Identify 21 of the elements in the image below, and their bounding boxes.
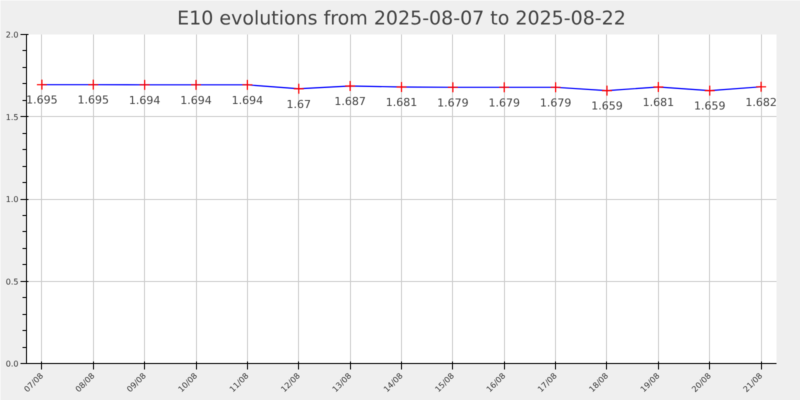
y-tick-label: 0.5 [6,277,19,286]
y-tick-label: 0.0 [6,360,19,368]
data-label: 1.659 [694,100,726,113]
data-label: 1.659 [591,100,623,113]
data-label: 1.681 [386,96,418,109]
data-label: 1.682 [745,96,777,109]
chart-title: E10 evolutions from 2025-08-07 to 2025-08-22 [177,8,626,30]
data-label: 1.695 [78,94,110,107]
data-label: 1.687 [334,94,366,108]
data-label: 1.695 [26,94,58,107]
data-label: 1.694 [180,94,212,107]
data-label: 1.679 [540,96,572,110]
data-label: 1.694 [128,94,160,107]
data-label: 1.681 [642,96,674,109]
data-label: 1.679 [437,96,469,110]
data-label: 1.67 [286,98,312,111]
y-tick-label: 1.0 [6,195,19,204]
data-label: 1.679 [488,96,520,110]
y-tick-label: 1.5 [6,112,19,122]
data-label: 1.694 [232,94,264,107]
y-tick-label: 2.0 [6,30,19,40]
